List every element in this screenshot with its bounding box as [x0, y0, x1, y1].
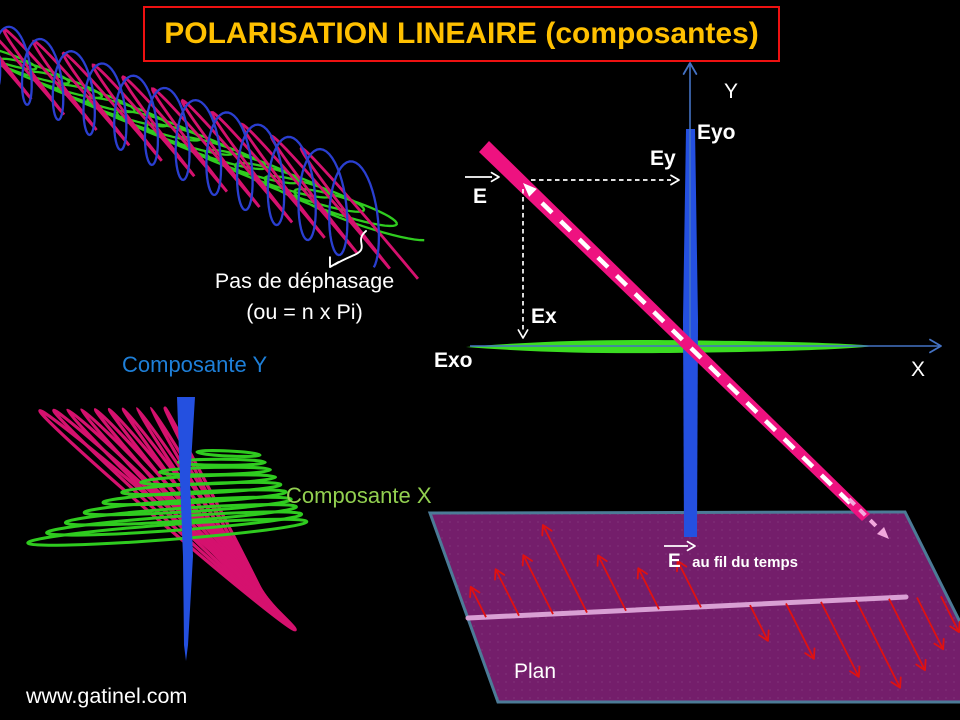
component-y-label: Composante Y	[122, 352, 268, 377]
dephasage-caption-line2: (ou = n x Pi)	[246, 299, 363, 324]
plane-e-caption: E au fil du temps	[668, 551, 798, 573]
title-box: POLARISATION LINEAIRE (composantes)	[143, 6, 780, 62]
wave-3d	[0, 25, 425, 280]
dephasage-caption: Pas de déphasage (ou = n x Pi)	[182, 266, 427, 327]
eyo-label: Eyo	[697, 121, 736, 144]
component-x-label: Composante X	[286, 483, 432, 508]
e-vector-label: E	[473, 185, 488, 208]
x-axis-label: X	[911, 358, 926, 381]
plane-e-caption-text: au fil du temps	[692, 554, 798, 571]
plane-e-label: E	[668, 551, 681, 572]
website-label: www.gatinel.com	[26, 684, 188, 708]
exo-label: Exo	[434, 349, 473, 372]
plane-figure	[427, 510, 960, 704]
wave-axial	[26, 397, 309, 661]
dephasage-caption-line1: Pas de déphasage	[214, 269, 395, 293]
page-title: POLARISATION LINEAIRE (composantes)	[164, 17, 759, 50]
ex-label: Ex	[531, 305, 557, 328]
axes-figure	[465, 62, 942, 552]
plan-label: Plan	[514, 660, 557, 683]
y-axis-label: Y	[724, 80, 739, 103]
ey-label: Ey	[650, 147, 676, 170]
